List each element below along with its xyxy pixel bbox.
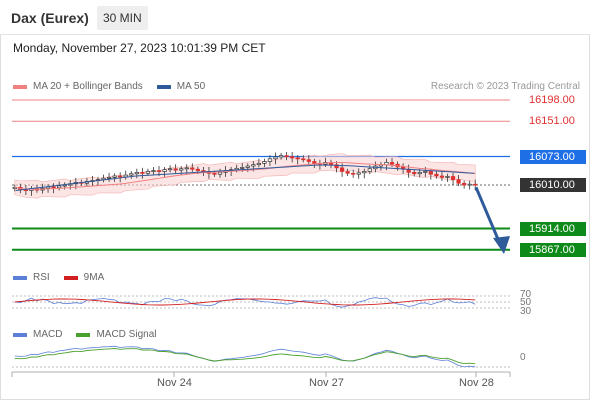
forecast-arrow-shaft (474, 186, 502, 245)
level-tag-resistance: 16198.00 (529, 93, 575, 106)
candle-body (151, 170, 156, 172)
candle-body (179, 168, 184, 171)
candle-body (156, 170, 162, 172)
rsi-ma-swatch (63, 275, 78, 280)
level-tag-support: 15914.00 (520, 221, 586, 236)
candle-body (423, 171, 428, 173)
x-label-nov27: Nov 27 (309, 377, 344, 389)
candle-body (450, 176, 456, 180)
candle-body (439, 175, 445, 178)
instrument-title: Dax (Eurex) (11, 10, 89, 26)
candle-body (462, 182, 467, 186)
candle-body (134, 172, 139, 175)
candle-body (118, 175, 123, 178)
rsi-tick-30: 30 (520, 306, 532, 317)
candle-body (51, 186, 56, 189)
candle-body (106, 177, 112, 179)
candle-body (256, 162, 261, 166)
candle-body (290, 156, 295, 159)
level-tag-pivot: 16073.00 (520, 149, 586, 164)
ma20-line (14, 161, 476, 190)
bollinger-band (14, 153, 476, 199)
level-tag-last: 16010.00 (520, 178, 586, 193)
candle-body (345, 171, 350, 174)
candle-body (273, 156, 278, 160)
candle-body (184, 167, 189, 170)
candle-body (140, 172, 145, 174)
level-tag-support: 15867.00 (520, 242, 586, 257)
candle-body (428, 171, 433, 175)
candle-body (212, 172, 217, 175)
rsi-swatch (13, 275, 27, 280)
candle-body (195, 168, 200, 171)
candle-body (262, 161, 267, 164)
candle-body (445, 176, 450, 178)
macd-signal-swatch (76, 332, 91, 337)
candle-body (334, 164, 339, 169)
rsi-legend-label: RSI (33, 272, 50, 283)
candle-body (306, 159, 311, 162)
candle-body (417, 172, 422, 175)
macd-tick-0: 0 (520, 352, 526, 363)
candle-body (245, 165, 250, 168)
candle-body (295, 157, 300, 160)
candle-body (57, 185, 62, 189)
x-label-nov24: Nov 24 (157, 377, 192, 389)
chart-header: Dax (Eurex) 30 MIN (0, 0, 590, 35)
candle-body (284, 155, 289, 157)
candle-body (467, 183, 472, 186)
candle-body (278, 155, 284, 158)
x-label-nov28: Nov 28 (459, 377, 494, 389)
macd-line (14, 345, 476, 368)
rsi-tick-50: 50 (520, 297, 532, 308)
candle-body (351, 172, 356, 175)
candle-body (312, 161, 317, 164)
candle-body (412, 172, 417, 175)
rsi-ma-legend-label: 9MA (83, 272, 105, 283)
rsi-ma-line (14, 298, 476, 306)
candle-body (240, 167, 245, 169)
candle-body (251, 164, 256, 167)
candle-body (145, 171, 151, 174)
candle-body (473, 183, 478, 186)
candle-body (356, 172, 361, 175)
candle-body (434, 173, 439, 177)
macd-signal-legend-label: MACD Signal (96, 329, 157, 340)
macd-legend: MACD MACD Signal (13, 329, 156, 340)
candle-body (301, 158, 306, 161)
ma20-swatch (13, 84, 27, 89)
candle-body (267, 158, 273, 162)
candle-body (129, 173, 134, 176)
macd-signal-line (14, 348, 476, 365)
ma50-line (15, 164, 475, 191)
candle-body (217, 172, 223, 175)
level-tag-resistance: 16151.00 (529, 115, 575, 128)
ma50-swatch (156, 84, 171, 89)
price-legend: MA 20 + Bollinger Bands MA 50 (13, 81, 205, 92)
candle-body (389, 162, 395, 165)
candle-body (162, 169, 167, 172)
candle-body (456, 179, 461, 184)
forecast-arrow-head (493, 236, 510, 255)
candle-body (362, 171, 367, 174)
candle-body (112, 175, 117, 178)
ma20-legend-label: MA 20 + Bollinger Bands (33, 81, 143, 92)
ma50-legend-label: MA 50 (176, 81, 206, 92)
candle-body (173, 168, 178, 171)
rsi-tick-70: 70 (520, 289, 532, 300)
macd-swatch (13, 332, 27, 337)
interval-selector[interactable]: 30 MIN (97, 6, 148, 30)
candle-body (190, 167, 195, 170)
candle-body (367, 168, 372, 172)
macd-legend-label: MACD (33, 329, 63, 340)
candle-body (167, 168, 173, 171)
rsi-legend: RSI 9MA (13, 272, 104, 283)
research-credit: Research © 2023 Trading Central (430, 81, 580, 92)
candle-body (339, 167, 345, 172)
timestamp: Monday, November 27, 2023 10:01:39 PM CE… (13, 41, 266, 55)
